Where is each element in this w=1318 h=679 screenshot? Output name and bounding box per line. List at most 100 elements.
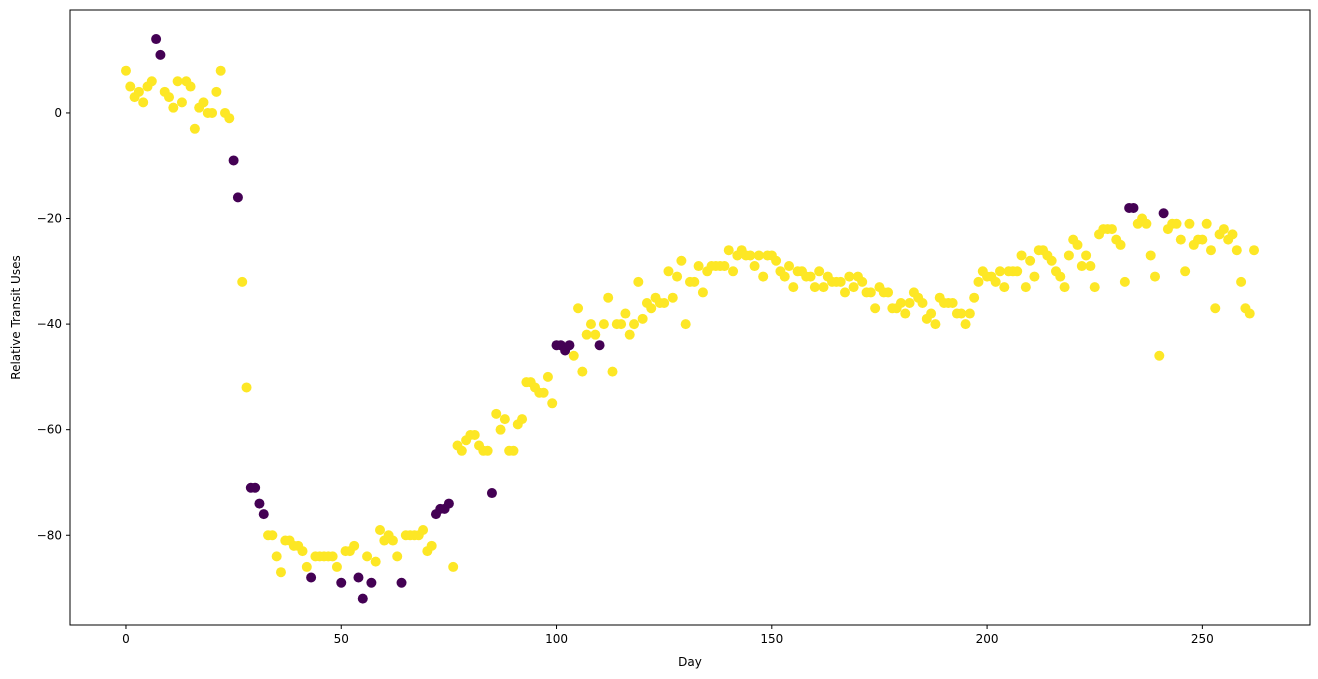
data-point <box>1020 282 1031 293</box>
data-point <box>362 551 373 562</box>
data-point <box>659 297 670 308</box>
data-point <box>1081 250 1092 261</box>
data-point <box>1115 239 1126 250</box>
data-point <box>542 371 553 382</box>
data-point <box>758 271 769 282</box>
data-point <box>1201 218 1212 229</box>
data-point <box>125 81 136 92</box>
data-point <box>900 308 911 319</box>
data-point <box>1210 303 1221 314</box>
data-point <box>1180 266 1191 277</box>
data-point <box>667 292 678 303</box>
y-axis: 0 −20 −40 −60 −80 <box>37 106 70 542</box>
data-point <box>215 65 226 76</box>
x-tick-label: 100 <box>545 632 568 646</box>
y-tick-label: −60 <box>37 423 62 437</box>
data-point <box>448 561 459 572</box>
data-point <box>895 297 906 308</box>
data-point <box>306 572 317 583</box>
data-point <box>327 551 338 562</box>
data-point <box>771 255 782 266</box>
data-point <box>663 266 674 277</box>
data-point <box>1197 234 1208 245</box>
x-axis-label: Day <box>678 655 702 669</box>
data-point <box>848 282 859 293</box>
data-point <box>547 398 558 409</box>
data-point <box>857 276 868 287</box>
data-point <box>969 292 980 303</box>
data-point <box>1106 224 1117 235</box>
data-point <box>964 308 975 319</box>
data-point <box>1145 250 1156 261</box>
data-point <box>211 86 222 97</box>
data-point <box>637 313 648 324</box>
data-point <box>267 530 278 541</box>
plot-frame <box>69 9 1311 626</box>
data-point <box>990 276 1001 287</box>
data-point <box>723 245 734 256</box>
data-point <box>1076 261 1087 272</box>
data-point <box>224 113 235 124</box>
data-point <box>1231 245 1242 256</box>
data-point <box>753 250 764 261</box>
data-point <box>995 266 1005 277</box>
data-point <box>426 540 437 551</box>
data-point <box>840 287 850 298</box>
data-point <box>607 366 618 377</box>
data-point <box>904 297 915 308</box>
data-point <box>1175 234 1186 245</box>
data-point <box>189 123 200 134</box>
data-point <box>1227 229 1238 240</box>
data-point <box>865 287 876 298</box>
data-point <box>366 577 377 588</box>
data-point <box>633 276 644 287</box>
data-point <box>207 107 218 118</box>
data-point <box>719 261 730 272</box>
data-point <box>275 567 286 578</box>
data-point <box>585 319 596 330</box>
data-point <box>809 282 820 293</box>
data-point <box>805 271 816 282</box>
data-point <box>133 86 144 97</box>
data-point <box>1072 239 1083 250</box>
points-layer <box>120 34 1260 604</box>
data-point <box>370 556 381 567</box>
x-tick-label: 0 <box>122 632 130 646</box>
data-point <box>168 102 179 113</box>
data-point <box>258 509 269 520</box>
data-point <box>728 266 739 277</box>
data-point <box>956 308 967 319</box>
data-point <box>646 303 657 314</box>
data-point <box>960 319 971 330</box>
data-point <box>357 593 368 604</box>
data-point <box>1158 208 1169 219</box>
data-point <box>353 572 364 583</box>
data-point <box>930 319 941 330</box>
data-point <box>538 387 549 398</box>
data-point <box>482 445 493 456</box>
x-tick-label: 200 <box>976 632 999 646</box>
data-point <box>999 282 1010 293</box>
data-point <box>155 49 166 60</box>
data-point <box>629 319 640 330</box>
data-point <box>973 276 984 287</box>
y-tick-label: −40 <box>37 317 62 331</box>
data-point <box>469 429 480 440</box>
data-point <box>138 97 149 108</box>
data-point <box>228 155 239 166</box>
data-point <box>594 340 605 351</box>
data-point <box>392 551 403 562</box>
data-point <box>1150 271 1160 282</box>
data-point <box>573 303 584 314</box>
data-point <box>198 97 209 108</box>
data-point <box>784 261 795 272</box>
data-point <box>835 276 846 287</box>
data-point <box>590 329 601 340</box>
y-axis-label: Relative Transit Uses <box>9 255 23 379</box>
data-point <box>870 303 881 314</box>
data-point <box>693 261 704 272</box>
data-point <box>232 192 243 203</box>
data-point <box>1055 271 1066 282</box>
data-point <box>1236 276 1247 287</box>
data-point <box>1025 255 1036 266</box>
